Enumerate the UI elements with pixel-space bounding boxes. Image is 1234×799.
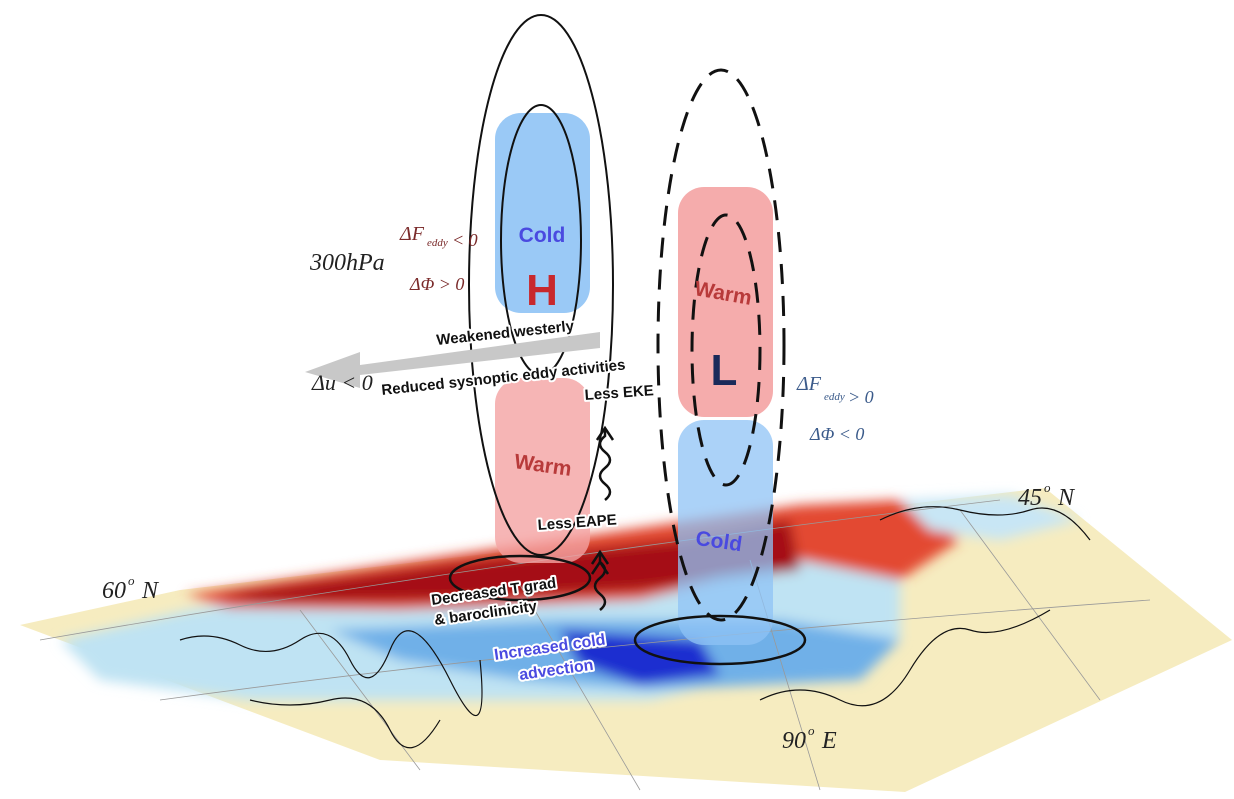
lat-45-label: 45 o N <box>1018 480 1076 511</box>
lat-60-label: 60 o N <box>102 573 160 604</box>
right-flux-equation: ΔF eddy > 0 <box>796 373 874 407</box>
low-pressure-label: L <box>711 346 738 395</box>
cold-box-upper-left <box>495 113 590 313</box>
warm-box-upper-right <box>678 187 773 417</box>
cold-core <box>560 630 720 685</box>
surface-circulation-right <box>633 614 807 666</box>
coastlines <box>179 506 1091 749</box>
lat-hemisphere: N <box>141 578 160 604</box>
lon-90-label: 90 o E <box>782 723 837 754</box>
inner-high-contour <box>500 104 582 376</box>
warm-box-lower-left <box>495 378 590 563</box>
left-phi-equation: ΔΦ > 0 <box>409 274 464 294</box>
surface-circulation-left <box>448 554 592 602</box>
lat-value: 45 <box>1018 485 1042 511</box>
flux-symbol: ΔF <box>796 373 822 395</box>
temperature-anomaly-map <box>20 488 1232 792</box>
wavy-up-arrow-icon <box>590 425 615 611</box>
warm-core <box>215 520 800 602</box>
inner-low-contour <box>690 213 762 487</box>
cold-area-east <box>900 495 1080 540</box>
outer-low-contour <box>656 68 786 622</box>
degree-sign: o <box>808 723 815 738</box>
less-eke-label: Less EKE <box>584 382 654 404</box>
degree-sign: o <box>128 573 135 588</box>
high-pressure-label: H <box>526 266 558 315</box>
left-flux-equation: ΔF eddy < 0 <box>399 223 478 250</box>
right-phi-equation: ΔΦ < 0 <box>809 424 864 444</box>
degree-sign: o <box>1044 480 1051 495</box>
flux-symbol: ΔF <box>399 223 425 245</box>
flux-subscript: eddy <box>427 237 448 249</box>
lon-value: 90 <box>782 728 806 754</box>
upper-left-label: Cold <box>519 224 566 247</box>
flux-relation: > 0 <box>848 387 874 407</box>
lat-value: 60 <box>102 578 126 604</box>
westerly-arrow-icon <box>305 332 600 388</box>
wind-change-label: Δu < 0 <box>311 370 373 395</box>
flux-subscript: eddy <box>824 391 845 403</box>
lon-hemisphere: E <box>821 728 837 754</box>
outer-high-contour <box>468 14 614 556</box>
lat-hemisphere: N <box>1057 485 1076 511</box>
pressure-level-label: 300hPa <box>309 250 385 276</box>
cold-box-lower-right <box>678 420 773 645</box>
flux-relation: < 0 <box>452 230 478 250</box>
